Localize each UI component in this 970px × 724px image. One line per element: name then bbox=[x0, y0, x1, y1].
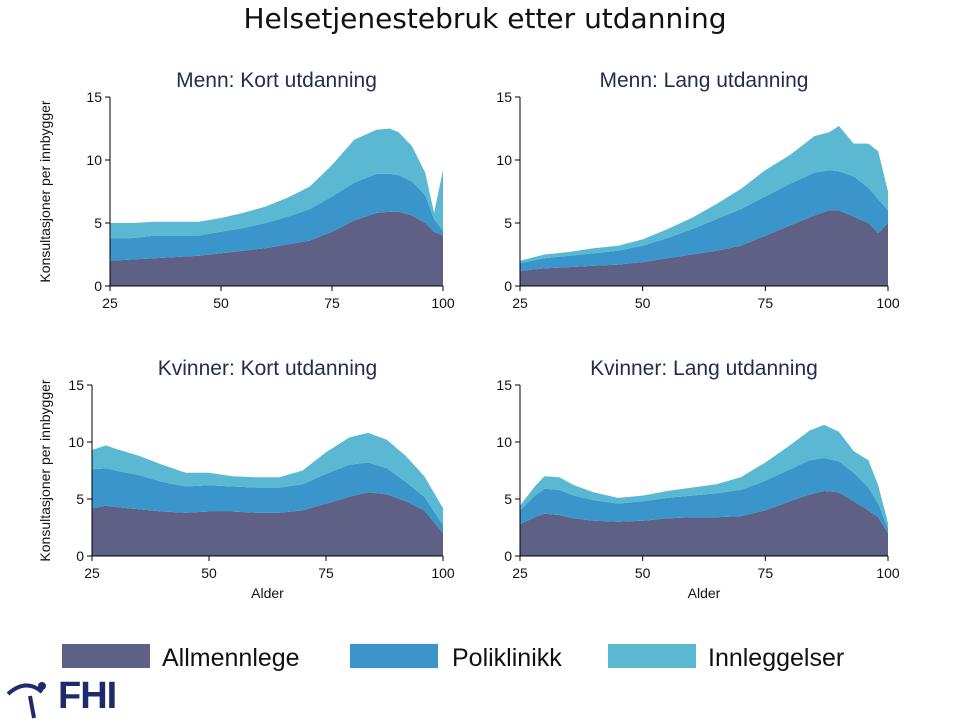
fhi-logo-text: FHI bbox=[58, 675, 117, 717]
panel-3-x-tick-label: 25 bbox=[84, 565, 100, 581]
panel-4-area-allmennlege bbox=[520, 491, 888, 556]
panel-3-y-tick-label: 15 bbox=[68, 377, 84, 393]
panel-2-title: Menn: Lang utdanning bbox=[599, 69, 808, 92]
panel-4-title: Kvinner: Lang utdanning bbox=[590, 357, 818, 380]
fhi-logo-icon bbox=[6, 682, 46, 719]
panel-4-y-tick-label: 5 bbox=[504, 491, 512, 507]
panel-1-y-tick-label: 0 bbox=[94, 278, 102, 294]
page-title: Helsetjenestebruk etter utdanning bbox=[243, 2, 727, 35]
panel-1-area-poliklinikk bbox=[110, 173, 443, 261]
panel-2-y-tick-label: 5 bbox=[504, 215, 512, 231]
panel-3-x-tick-label: 100 bbox=[431, 565, 455, 581]
panel-4-area-innleggelser bbox=[520, 424, 888, 529]
legend-swatch-innleggelser bbox=[608, 644, 696, 668]
panel-4-x-tick-label: 50 bbox=[635, 565, 651, 581]
panel-3-x-tick-label: 75 bbox=[318, 565, 334, 581]
panel-1-y-tick-label: 5 bbox=[94, 215, 102, 231]
panel-4-y-tick-label: 0 bbox=[504, 548, 512, 564]
panel-3-y-tick-label: 10 bbox=[68, 434, 84, 450]
panel-2-x-tick-label: 50 bbox=[635, 295, 651, 311]
panel-4-x-label: Alder bbox=[688, 585, 721, 601]
panel-2-area-poliklinikk bbox=[520, 170, 888, 271]
panel-1-y-tick-label: 15 bbox=[86, 89, 102, 105]
panel-1-area-allmennlege bbox=[110, 211, 443, 286]
panel-4-area-poliklinikk bbox=[520, 458, 888, 534]
panel-3-area-allmennlege bbox=[92, 492, 443, 556]
legend-label-allmennlege: Allmennlege bbox=[162, 644, 300, 672]
panel-4-x-tick-label: 25 bbox=[512, 565, 528, 581]
panel-3-x-label: Alder bbox=[251, 585, 284, 601]
panel-1-x-tick-label: 25 bbox=[102, 295, 118, 311]
panel-2-x-tick-label: 25 bbox=[512, 295, 528, 311]
panel-3-title: Kvinner: Kort utdanning bbox=[158, 357, 377, 380]
panel-2-x-tick-label: 100 bbox=[876, 295, 900, 311]
panel-1-y-label: Konsultasjoner per innbygger bbox=[37, 100, 53, 282]
panel-4-y-tick-label: 10 bbox=[496, 434, 512, 450]
panel-3-y-label: Konsultasjoner per innbygger bbox=[37, 379, 53, 561]
legend-swatch-poliklinikk bbox=[350, 644, 438, 668]
panel-2-area-allmennlege bbox=[520, 210, 888, 286]
panel-3-area-innleggelser bbox=[92, 432, 443, 526]
panel-2-x-tick-label: 75 bbox=[758, 295, 774, 311]
legend-label-poliklinikk: Poliklinikk bbox=[452, 644, 562, 672]
panel-4-y-tick-label: 15 bbox=[496, 377, 512, 393]
panel-4-x-tick-label: 100 bbox=[876, 565, 900, 581]
panel-1-x-tick-label: 100 bbox=[431, 295, 455, 311]
panel-3-x-tick-label: 50 bbox=[201, 565, 217, 581]
panel-3-y-tick-label: 0 bbox=[76, 548, 84, 564]
panel-3-y-tick-label: 5 bbox=[76, 491, 84, 507]
legend-label-innleggelser: Innleggelser bbox=[708, 644, 844, 672]
panel-1-x-tick-label: 75 bbox=[324, 295, 340, 311]
panel-2-area-innleggelser bbox=[520, 126, 888, 264]
panel-2-y-tick-label: 0 bbox=[504, 278, 512, 294]
panel-1-x-tick-label: 50 bbox=[213, 295, 229, 311]
panel-2-y-tick-label: 15 bbox=[496, 89, 512, 105]
panel-1-area-innleggelser bbox=[110, 128, 443, 239]
panel-4-x-tick-label: 75 bbox=[758, 565, 774, 581]
legend-swatch-allmennlege bbox=[62, 644, 150, 668]
panel-3-area-poliklinikk bbox=[92, 462, 443, 534]
panel-1-y-tick-label: 10 bbox=[86, 152, 102, 168]
panel-1-title: Menn: Kort utdanning bbox=[176, 69, 377, 92]
panel-2-y-tick-label: 10 bbox=[496, 152, 512, 168]
